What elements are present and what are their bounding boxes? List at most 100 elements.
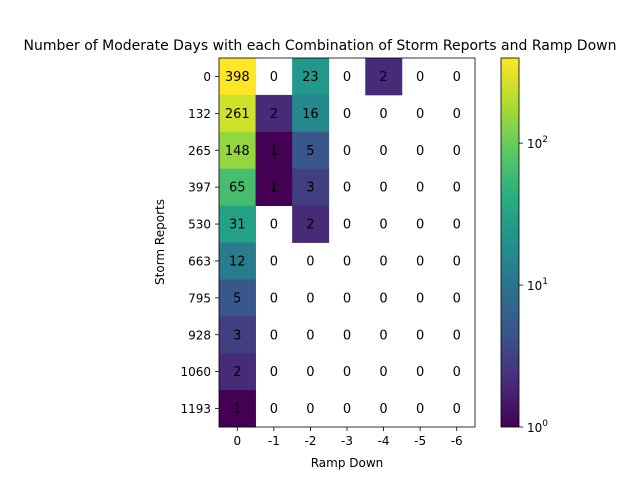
cell-value-label: 0 xyxy=(379,107,387,122)
cell-value-label: 0 xyxy=(416,181,424,196)
cell-value-label: 5 xyxy=(233,291,241,306)
y-tick-label: 1060 xyxy=(180,365,211,379)
x-tick-label: -1 xyxy=(268,434,280,448)
cell-value-label: 0 xyxy=(343,291,351,306)
cell-value-label: 0 xyxy=(453,144,461,159)
cell-value-label: 0 xyxy=(343,218,351,233)
cell-value-label: 0 xyxy=(343,181,351,196)
heatmap-cell xyxy=(219,390,256,428)
cell-value-label: 0 xyxy=(416,291,424,306)
y-tick-label: 1193 xyxy=(180,402,211,416)
y-tick-label: 530 xyxy=(188,218,211,232)
cell-value-label: 0 xyxy=(379,181,387,196)
cell-value-label: 12 xyxy=(229,254,246,269)
cell-value-label: 0 xyxy=(379,365,387,380)
cell-value-label: 0 xyxy=(416,144,424,159)
x-tick-label: -4 xyxy=(378,434,390,448)
heatmap-cell xyxy=(292,58,330,96)
heatmap-cell xyxy=(219,131,256,170)
colorbar-tick-label: 102 xyxy=(527,135,548,151)
cell-value-label: 148 xyxy=(225,144,250,159)
x-tick-label: -5 xyxy=(414,434,426,448)
heatmap-cell xyxy=(219,205,256,243)
cell-value-label: 0 xyxy=(453,291,461,306)
cell-value-label: 0 xyxy=(270,254,278,269)
cell-value-label: 0 xyxy=(453,402,461,417)
cell-value-label: 0 xyxy=(416,328,424,343)
heatmap-cell xyxy=(292,205,330,243)
x-tick-label: -3 xyxy=(341,434,353,448)
y-tick-label: 663 xyxy=(188,254,211,268)
cell-value-label: 0 xyxy=(416,402,424,417)
cell-value-label: 0 xyxy=(416,107,424,122)
heatmap-cells xyxy=(219,58,403,428)
y-axis-ticks: 0 132 265 397 530 663 795 928 1060 1193 xyxy=(180,70,219,416)
heatmap-cell xyxy=(219,353,256,391)
cell-value-label: 2 xyxy=(270,107,278,122)
cell-value-label: 0 xyxy=(343,70,351,85)
y-tick-label: 265 xyxy=(188,144,211,158)
cell-value-label: 0 xyxy=(343,328,351,343)
cell-value-label: 0 xyxy=(343,402,351,417)
cell-value-label: 0 xyxy=(453,70,461,85)
heatmap-cell xyxy=(219,94,256,133)
cell-value-label: 16 xyxy=(302,107,319,122)
y-tick-label: 132 xyxy=(188,107,211,121)
cell-value-label: 65 xyxy=(229,181,246,196)
cell-value-label: 0 xyxy=(416,254,424,269)
cell-value-label: 0 xyxy=(270,70,278,85)
cell-value-label: 0 xyxy=(270,402,278,417)
x-axis-label: Ramp Down xyxy=(311,456,384,470)
cell-value-label: 2 xyxy=(306,218,314,233)
colorbar-tick-label: 100 xyxy=(527,419,548,435)
cell-value-label: 0 xyxy=(379,144,387,159)
cell-value-label: 0 xyxy=(343,107,351,122)
cell-value-label: 0 xyxy=(270,365,278,380)
heatmap-cell xyxy=(255,131,293,170)
cell-value-label: 0 xyxy=(379,218,387,233)
colorbar-tick-label: 101 xyxy=(527,277,548,293)
cell-value-label: 0 xyxy=(306,254,314,269)
cell-value-label: 0 xyxy=(270,218,278,233)
cell-value-label: 0 xyxy=(453,365,461,380)
cell-value-label: 0 xyxy=(306,328,314,343)
heatmap-cell xyxy=(292,94,330,133)
heatmap-cell xyxy=(219,58,256,96)
cell-value-label: 0 xyxy=(379,402,387,417)
heatmap-cell xyxy=(365,58,403,96)
cell-value-label: 0 xyxy=(416,218,424,233)
heatmap-cell xyxy=(255,94,293,133)
cell-value-label: 0 xyxy=(453,254,461,269)
cell-value-label: 0 xyxy=(379,291,387,306)
cell-value-label: 0 xyxy=(416,365,424,380)
cell-value-label: 0 xyxy=(270,328,278,343)
heatmap-cell xyxy=(219,279,256,317)
heatmap-cell-labels: 398 0 23 0 2 0 0 261 2 16 0 0 0 0 148 1 5 0 0 0 0 65 1 3 0 0 0 0 31 0… xyxy=(225,70,461,417)
heatmap-cell xyxy=(219,168,256,206)
heatmap-cell xyxy=(255,168,293,206)
cell-value-label: 398 xyxy=(225,70,250,85)
cell-value-label: 0 xyxy=(453,328,461,343)
cell-value-label: 261 xyxy=(225,107,250,122)
cell-value-label: 23 xyxy=(302,70,319,85)
y-tick-label: 397 xyxy=(188,181,211,195)
cell-value-label: 0 xyxy=(343,365,351,380)
cell-value-label: 0 xyxy=(306,291,314,306)
colorbar xyxy=(500,57,520,428)
cell-value-label: 0 xyxy=(343,144,351,159)
cell-value-label: 1 xyxy=(270,181,278,196)
y-tick-label: 795 xyxy=(188,291,211,305)
cell-value-label: 1 xyxy=(233,402,241,417)
y-tick-label: 928 xyxy=(188,328,211,342)
cell-value-label: 5 xyxy=(306,144,314,159)
cell-value-label: 3 xyxy=(306,181,314,196)
cell-value-label: 0 xyxy=(306,365,314,380)
x-tick-label: -6 xyxy=(451,434,463,448)
cell-value-label: 0 xyxy=(306,402,314,417)
heatmap-cell xyxy=(219,316,256,354)
cell-value-label: 0 xyxy=(379,328,387,343)
cell-value-label: 31 xyxy=(229,218,246,233)
cell-value-label: 2 xyxy=(379,70,387,85)
cell-value-label: 0 xyxy=(453,181,461,196)
